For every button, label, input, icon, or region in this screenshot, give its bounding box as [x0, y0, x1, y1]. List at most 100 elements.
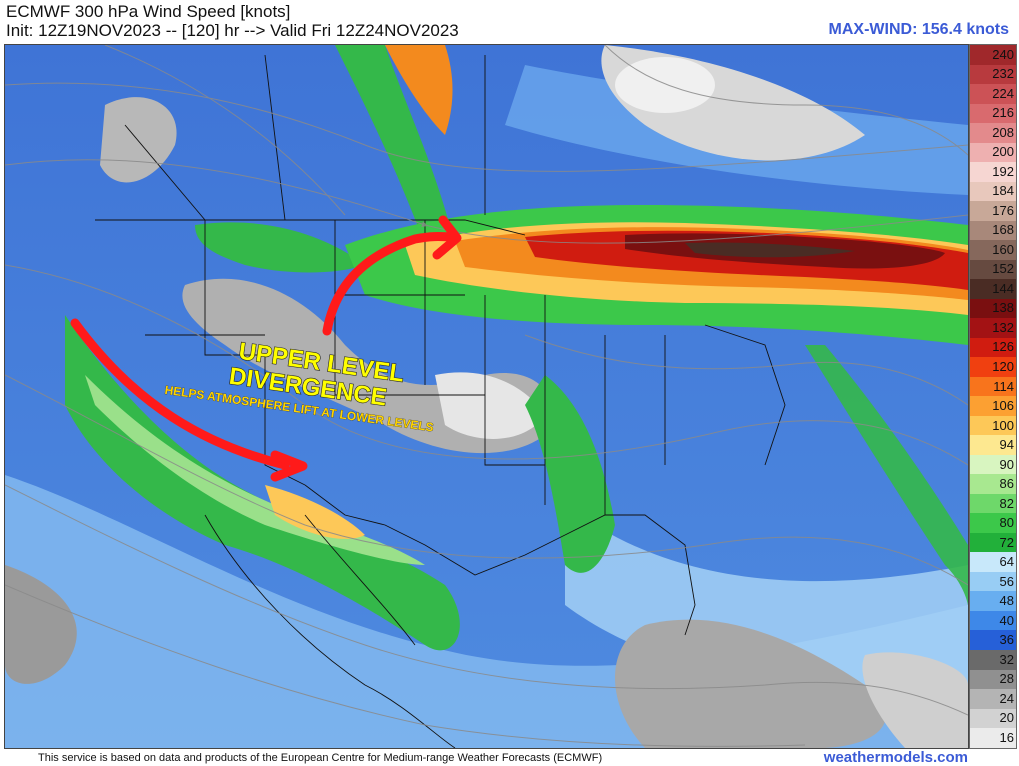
- north-white-area: [615, 57, 715, 113]
- legend-swatch: 82: [970, 493, 1016, 514]
- legend-label: 208: [992, 124, 1014, 140]
- legend-label: 64: [999, 554, 1014, 570]
- map-title: ECMWF 300 hPa Wind Speed [knots]: [6, 2, 291, 21]
- caribbean-gray-area: [615, 619, 886, 748]
- east-green-band: [525, 375, 615, 573]
- legend-swatch: 90: [970, 454, 1016, 475]
- legend-label: 152: [992, 261, 1014, 277]
- color-scale-legend: 240 232 224 216 208 200 192 184 176 168 160 152 144 1…: [969, 44, 1017, 749]
- northern-arrow: [322, 232, 458, 336]
- legend-label: 240: [992, 46, 1014, 62]
- wind-speed-map: UPPER LEVEL DIVERGENCE HELPS ATMOSPHERE …: [4, 44, 969, 749]
- east-gray-area: [862, 652, 968, 748]
- legend-label: 200: [992, 144, 1014, 160]
- legend-swatch: 240: [970, 45, 1016, 65]
- legend-swatch: 114: [970, 376, 1016, 397]
- legend-swatch: 94: [970, 435, 1016, 455]
- legend-swatch: 86: [970, 474, 1016, 494]
- init-valid-time: Init: 12Z19NOV2023 -- [120] hr --> Valid…: [6, 21, 459, 40]
- legend-swatch: 72: [970, 532, 1016, 553]
- legend-label: 100: [992, 417, 1014, 433]
- legend-label: 72: [999, 534, 1014, 550]
- legend-label: 80: [999, 515, 1014, 531]
- legend-label: 126: [992, 339, 1014, 355]
- legend-label: 224: [992, 85, 1014, 101]
- legend-swatch: 120: [970, 357, 1016, 377]
- legend-label: 216: [992, 105, 1014, 121]
- legend-swatch: 20: [970, 708, 1016, 729]
- legend-swatch: 144: [970, 279, 1016, 299]
- legend-label: 232: [992, 66, 1014, 82]
- legend-swatch: 80: [970, 513, 1016, 533]
- legend-label: 82: [999, 495, 1014, 511]
- atlantic-green-band: [805, 345, 968, 605]
- southwest-gray-area: [5, 565, 77, 684]
- legend-swatch: 232: [970, 64, 1016, 85]
- northwest-gray-area: [100, 97, 177, 183]
- central-white-area: [435, 372, 545, 439]
- north-jet-streak-orange: [385, 45, 453, 135]
- legend-label: 20: [999, 710, 1014, 726]
- legend-swatch: 184: [970, 181, 1016, 202]
- data-credit: This service is based on data and produc…: [38, 752, 603, 764]
- legend-label: 94: [999, 437, 1014, 453]
- legend-label: 28: [999, 671, 1014, 687]
- legend-label: 32: [999, 651, 1014, 667]
- legend-label: 168: [992, 222, 1014, 238]
- legend-label: 40: [999, 612, 1014, 628]
- legend-swatch: 208: [970, 123, 1016, 143]
- legend-swatch: 40: [970, 610, 1016, 631]
- northern-green-band: [195, 222, 365, 273]
- legend-swatch: 192: [970, 162, 1016, 182]
- legend-label: 36: [999, 632, 1014, 648]
- legend-swatch: 138: [970, 298, 1016, 319]
- legend-swatch: 36: [970, 630, 1016, 650]
- legend-label: 192: [992, 163, 1014, 179]
- legend-label: 120: [992, 359, 1014, 374]
- legend-label: 56: [999, 573, 1014, 589]
- southern-jet-green: [65, 315, 460, 651]
- northern-arrowhead: [432, 215, 462, 260]
- legend-label: 106: [992, 398, 1014, 414]
- main-jet-max: [685, 242, 855, 258]
- southern-arrow: [70, 318, 290, 470]
- legend-swatch: 126: [970, 337, 1016, 358]
- southern-arrowhead: [270, 450, 308, 482]
- legend-label: 16: [999, 729, 1014, 745]
- southern-jet-yellow: [265, 485, 365, 539]
- legend-swatch: 224: [970, 84, 1016, 104]
- streamlines: [5, 45, 968, 747]
- political-boundaries: [95, 54, 786, 748]
- legend-swatch: 32: [970, 649, 1016, 670]
- legend-label: 160: [992, 241, 1014, 257]
- legend-swatch: 16: [970, 728, 1016, 748]
- legend-label: 132: [992, 319, 1014, 335]
- legend-swatch: 100: [970, 415, 1016, 436]
- legend-label: 114: [993, 378, 1014, 394]
- legend-swatch: 152: [970, 259, 1016, 280]
- legend-swatch: 168: [970, 220, 1016, 241]
- legend-label: 48: [999, 593, 1014, 609]
- legend-swatch: 160: [970, 240, 1016, 260]
- max-wind-readout: MAX-WIND: 156.4 knots: [828, 21, 1009, 38]
- legend-swatch: 176: [970, 201, 1016, 221]
- legend-swatch: 48: [970, 591, 1016, 611]
- legend-label: 90: [999, 456, 1014, 472]
- legend-swatch: 200: [970, 142, 1016, 163]
- legend-swatch: 64: [970, 552, 1016, 572]
- legend-label: 138: [992, 300, 1014, 316]
- legend-label: 86: [999, 476, 1014, 492]
- north-jet-streak-green: [335, 45, 455, 245]
- wind-speed-map-canvas: UPPER LEVEL DIVERGENCE HELPS ATMOSPHERE …: [5, 45, 968, 748]
- legend-swatch: 106: [970, 396, 1016, 416]
- legend-swatch: 216: [970, 103, 1016, 124]
- legend-label: 184: [992, 183, 1014, 199]
- legend-label: 176: [992, 202, 1014, 218]
- legend-label: 144: [992, 280, 1014, 296]
- legend-label: 24: [999, 690, 1014, 706]
- legend-swatch: 56: [970, 571, 1016, 592]
- legend-swatch: 28: [970, 669, 1016, 690]
- legend-swatch: 24: [970, 689, 1016, 709]
- legend-swatch: 132: [970, 318, 1016, 338]
- site-link[interactable]: weathermodels.com: [823, 749, 968, 766]
